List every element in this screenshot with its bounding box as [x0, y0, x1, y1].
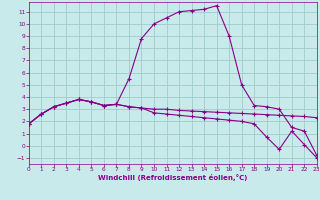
X-axis label: Windchill (Refroidissement éolien,°C): Windchill (Refroidissement éolien,°C) — [98, 174, 247, 181]
